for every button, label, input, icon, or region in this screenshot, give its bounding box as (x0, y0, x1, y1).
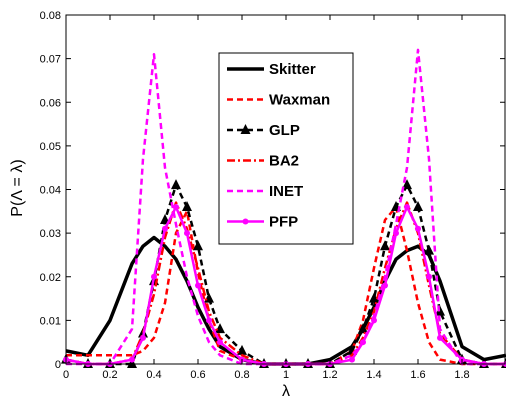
data-point-pfp (437, 334, 443, 341)
y-tick-label: 0.06 (40, 97, 61, 109)
data-point-glp (193, 240, 203, 251)
axes: 0 0.2 0.4 0.6 0.8 1 1.2 1.4 1.6 1.8 0 0.01 0.02 0.03 0… (40, 10, 506, 381)
data-point-pfp (415, 225, 421, 232)
x-tick-label: 0.2 (102, 369, 117, 381)
series-line-skitter (65, 235, 506, 366)
data-point-pfp (426, 273, 432, 280)
x-tick-label: 1.6 (410, 369, 425, 381)
data-point-glp (424, 244, 434, 255)
y-tick-label: 0.01 (40, 315, 61, 327)
data-point-pfp (184, 230, 190, 237)
x-tick-label: 0 (63, 369, 69, 381)
data-point-pfp (151, 273, 157, 280)
series-ba2 (65, 201, 506, 366)
series-line-waxman (66, 205, 506, 366)
y-tick-label: 0.07 (40, 54, 61, 66)
y-tick-label: 0 (55, 359, 61, 371)
series-line-ba2 (65, 201, 506, 366)
x-tick-label: 0.8 (234, 369, 249, 381)
x-tick-label: 1.4 (366, 369, 381, 381)
legend-entry-glp: GLP (227, 122, 300, 139)
data-point-glp (380, 240, 390, 251)
legend-entry-pfp: PFP (227, 214, 298, 231)
legend-label: Waxman (269, 92, 330, 109)
legend-entry-waxman: Waxman (227, 92, 330, 109)
data-point-glp (182, 200, 192, 211)
data-point-pfp (129, 356, 135, 363)
data-point-pfp (382, 282, 388, 289)
legend-label: INET (269, 183, 303, 200)
data-point-glp (127, 358, 137, 368)
data-point-pfp (349, 356, 355, 363)
data-point-pfp (217, 339, 223, 346)
legend-entry-ba2: BA2 (227, 153, 299, 170)
data-point-glp (402, 179, 412, 190)
legend-entry-inet: INET (227, 183, 303, 200)
legend-marker (242, 218, 249, 225)
legend-label: PFP (269, 214, 298, 231)
data-point-glp (358, 323, 368, 334)
legend: Skitter Waxman GLP BA2 INET PFP (218, 52, 354, 245)
data-point-pfp (206, 317, 212, 324)
y-tick-label: 0.08 (40, 10, 61, 22)
y-tick-label: 0.03 (40, 228, 61, 240)
data-point-glp (413, 200, 423, 211)
data-point-glp (369, 292, 379, 303)
x-axis-label: λ (282, 383, 290, 400)
series-waxman (66, 205, 506, 366)
data-point-glp (171, 179, 181, 190)
data-point-glp (215, 323, 225, 334)
data-point-glp (237, 344, 247, 355)
data-point-pfp (371, 317, 377, 324)
legend-label: GLP (269, 122, 300, 139)
legend-label: Skitter (269, 61, 316, 78)
y-tick-label: 0.05 (40, 141, 61, 153)
x-tick-label: 1.8 (454, 369, 469, 381)
x-tick-label: 1.2 (322, 369, 337, 381)
legend-marker (240, 124, 251, 134)
x-tick-label: 0.6 (190, 369, 205, 381)
legend-box (218, 52, 354, 245)
legend-entry-skitter: Skitter (227, 61, 316, 78)
data-point-pfp (140, 334, 146, 341)
data-point-pfp (173, 203, 179, 210)
series-skitter (65, 235, 506, 366)
legend-label: BA2 (269, 153, 299, 170)
y-axis-label: P(Λ = λ) (9, 159, 26, 216)
data-point-pfp (393, 230, 399, 237)
data-point-pfp (195, 282, 201, 289)
data-point-pfp (404, 203, 410, 210)
y-tick-label: 0.02 (40, 272, 61, 284)
data-point-pfp (360, 339, 366, 346)
x-tick-label: 1 (283, 369, 289, 381)
x-tick-label: 0.4 (146, 369, 161, 381)
data-point-pfp (162, 225, 168, 232)
y-tick-label: 0.04 (40, 185, 61, 197)
